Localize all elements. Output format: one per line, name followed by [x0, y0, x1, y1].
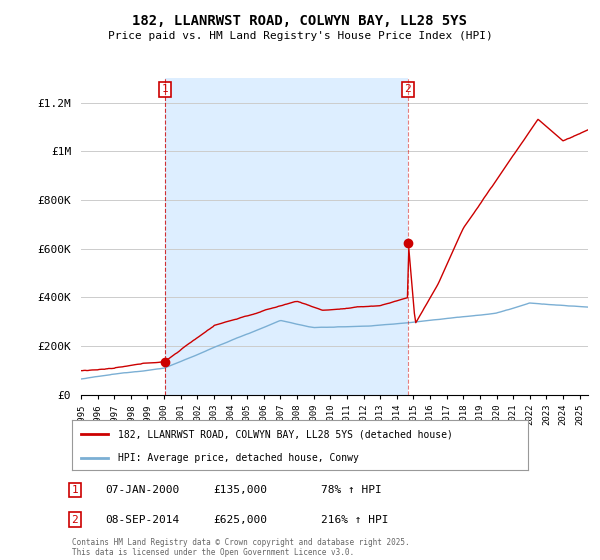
Text: HPI: Average price, detached house, Conwy: HPI: Average price, detached house, Conw…: [118, 453, 358, 463]
Text: Contains HM Land Registry data © Crown copyright and database right 2025.
This d: Contains HM Land Registry data © Crown c…: [72, 538, 410, 557]
Bar: [165, 78, 408, 395]
Text: 182, LLANRWST ROAD, COLWYN BAY, LL28 5YS (detached house): 182, LLANRWST ROAD, COLWYN BAY, LL28 5YS…: [118, 429, 452, 439]
Text: 2: 2: [404, 85, 412, 94]
Text: 2: 2: [71, 515, 79, 525]
Text: 182, LLANRWST ROAD, COLWYN BAY, LL28 5YS: 182, LLANRWST ROAD, COLWYN BAY, LL28 5YS: [133, 14, 467, 28]
Text: Price paid vs. HM Land Registry's House Price Index (HPI): Price paid vs. HM Land Registry's House …: [107, 31, 493, 41]
Text: 1: 1: [161, 85, 168, 94]
Text: 07-JAN-2000: 07-JAN-2000: [105, 485, 179, 495]
Text: 1: 1: [71, 485, 79, 495]
Text: 216% ↑ HPI: 216% ↑ HPI: [321, 515, 389, 525]
Text: 78% ↑ HPI: 78% ↑ HPI: [321, 485, 382, 495]
Text: £625,000: £625,000: [213, 515, 267, 525]
Text: £135,000: £135,000: [213, 485, 267, 495]
Text: 08-SEP-2014: 08-SEP-2014: [105, 515, 179, 525]
